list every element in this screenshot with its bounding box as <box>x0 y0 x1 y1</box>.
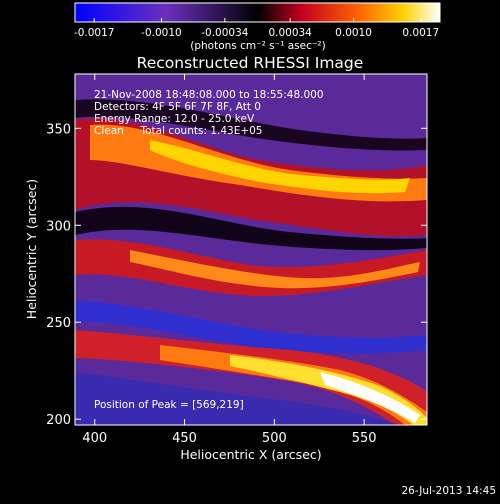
heatmap-image <box>75 74 427 425</box>
annotation-detectors: Detectors: 4F 5F 6F 7F 8F, Att 0 <box>94 101 261 113</box>
annotation-clean-counts: Clean Total counts: 1.43E+05 <box>94 125 263 137</box>
x-tick-label: 400 <box>82 431 107 446</box>
colorbar-tick-label: -0.0017 <box>74 27 115 39</box>
colorbar-tick-label: -0.0010 <box>141 27 182 39</box>
colorbar-ticks: -0.0017 -0.0010 -0.00034 0.00034 0.0010 0.001… <box>74 18 439 39</box>
plot-frame <box>74 73 428 426</box>
y-tick-label: 300 <box>46 219 71 234</box>
x-axis-label: Heliocentric X (arcsec) <box>180 447 321 462</box>
x-axis-ticks: 400 450 500 550 <box>82 74 377 446</box>
annotation-time-range: 21-Nov-2008 18:48:08.000 to 18:55:48.000 <box>94 89 324 101</box>
x-tick-label: 500 <box>262 431 287 446</box>
y-tick-label: 250 <box>46 316 71 331</box>
annotation-peak-position: Position of Peak = [569,219] <box>94 399 244 411</box>
y-tick-label: 200 <box>46 413 71 428</box>
x-tick-label: 450 <box>172 431 197 446</box>
colorbar-tick-label: 0.0017 <box>402 27 439 39</box>
colorbar-tick-label: 0.0010 <box>335 27 372 39</box>
timestamp: 26-Jul-2013 14:45 <box>401 485 496 497</box>
y-tick-label: 350 <box>46 122 71 137</box>
colorbar-tick-label: 0.00034 <box>268 27 312 39</box>
annotation-energy-range: Energy Range: 12.0 - 25.0 keV <box>94 113 255 125</box>
chart-title: Reconstructed RHESSI Image <box>137 54 364 72</box>
colorbar-tick-label: -0.00034 <box>201 27 249 39</box>
y-axis-ticks: 200 250 300 350 <box>46 122 427 428</box>
colorbar-unit-label: (photons cm⁻² s⁻¹ asec⁻²) <box>190 40 325 52</box>
colorbar <box>74 2 441 23</box>
x-tick-label: 550 <box>352 431 377 446</box>
y-axis-label: Heliocentric Y (arcsec) <box>24 179 39 319</box>
